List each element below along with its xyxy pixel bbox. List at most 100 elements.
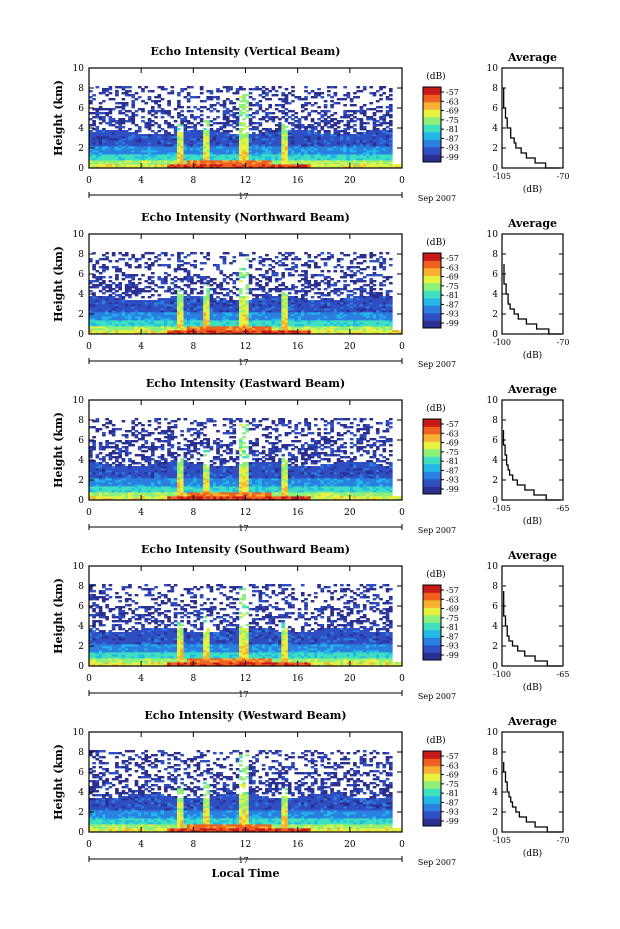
heatmap-cell (336, 142, 341, 145)
heatmap-cell (160, 156, 165, 159)
heatmap-cell (183, 154, 188, 157)
heatmap-cell (278, 138, 282, 141)
heatmap-cell (255, 282, 259, 285)
heatmap-cell (170, 126, 175, 129)
heatmap-cell (167, 132, 171, 135)
heatmap-cell (98, 162, 103, 165)
heatmap-cell (287, 130, 292, 133)
heatmap-cell (212, 146, 217, 149)
heatmap-cell (287, 252, 292, 255)
heatmap-cell (252, 98, 256, 101)
heatmap-cell (160, 144, 165, 147)
heatmap-cell (173, 144, 178, 147)
panel-title: Echo Intensity (Northward Beam) (141, 211, 350, 224)
heatmap-cell (235, 98, 240, 101)
heatmap-cell (310, 144, 315, 147)
heatmap-cell (157, 318, 162, 321)
heatmap-cell (252, 154, 256, 157)
heatmap-cell (255, 136, 259, 139)
heatmap-cell (330, 134, 334, 137)
heatmap-cell (102, 282, 106, 285)
heatmap-cell (388, 120, 393, 123)
heatmap-cell (141, 318, 145, 321)
heatmap-cell (203, 282, 207, 285)
heatmap-cell (388, 142, 393, 145)
heatmap-cell (118, 326, 122, 329)
heatmap-cell (124, 152, 129, 155)
heatmap-cell (157, 142, 162, 145)
heatmap-cell (147, 150, 152, 153)
heatmap-cell (261, 294, 266, 297)
heatmap-cell (382, 142, 387, 145)
heatmap-cell (157, 148, 162, 151)
heatmap-cell (271, 130, 276, 133)
heatmap-cell (359, 162, 364, 165)
heatmap-cell (157, 312, 162, 315)
heatmap-cell (232, 122, 237, 125)
heatmap-cell (173, 330, 178, 333)
heatmap-cell (274, 158, 279, 161)
heatmap-cell (108, 314, 113, 317)
heatmap-cell (252, 152, 256, 155)
heatmap-cell (89, 282, 93, 285)
heatmap-cell (313, 92, 318, 95)
heatmap-cell (320, 146, 325, 149)
heatmap-cell (287, 138, 292, 141)
heatmap-cell (346, 116, 351, 119)
heatmap-cell (105, 150, 109, 153)
heatmap-cell (108, 132, 113, 135)
heatmap-cell (287, 102, 292, 105)
heatmap-cell (89, 152, 93, 155)
heatmap-cell (216, 148, 220, 151)
heatmap-cell (167, 332, 171, 335)
heatmap-cell (291, 156, 295, 159)
heatmap-cell (108, 312, 113, 315)
heatmap-cell (128, 146, 132, 149)
heatmap-cell (304, 90, 308, 93)
heatmap-cell (229, 130, 233, 133)
heatmap-cell (265, 140, 269, 143)
heatmap-cell (310, 126, 315, 129)
heatmap-cell (375, 160, 380, 163)
heatmap-cell (255, 294, 259, 297)
heatmap-cell (108, 92, 113, 95)
heatmap-cell (349, 294, 354, 297)
heatmap-cell (353, 128, 357, 131)
heatmap-cell (307, 138, 312, 141)
heatmap-cell (118, 146, 122, 149)
heatmap-cell (310, 160, 315, 163)
heatmap-cell (369, 92, 374, 95)
heatmap-cell (137, 278, 142, 281)
heatmap-cell (225, 88, 230, 91)
heatmap-cell (203, 256, 207, 259)
heatmap-cell (385, 156, 390, 159)
heatmap-cell (134, 300, 139, 303)
heatmap-cell (307, 144, 312, 147)
heatmap-cell (346, 126, 351, 129)
heatmap-cell (92, 308, 96, 311)
heatmap-cell (372, 114, 377, 117)
heatmap-cell (115, 260, 119, 263)
heatmap-cell (196, 148, 201, 151)
heatmap-cell (105, 306, 109, 309)
heatmap-cell (229, 158, 233, 161)
heatmap-cell (177, 166, 181, 169)
heatmap-cell (388, 152, 393, 155)
heatmap-cell (180, 110, 184, 113)
heatmap-cell (379, 154, 383, 157)
heatmap-cell (252, 134, 256, 137)
heatmap-cell (248, 122, 253, 125)
heatmap-cell (255, 102, 259, 105)
heatmap-cell (98, 122, 103, 125)
heatmap-cell (216, 140, 220, 143)
heatmap-cell (252, 126, 256, 129)
heatmap-cell (203, 296, 207, 299)
colorbar-segment (423, 139, 441, 148)
heatmap-cell (92, 162, 96, 165)
heatmap-cell (186, 98, 191, 101)
heatmap-cell (261, 152, 266, 155)
heatmap-cell (291, 132, 295, 135)
heatmap-cell (167, 314, 171, 317)
heatmap-cell (284, 162, 289, 165)
heatmap-cell (186, 122, 191, 125)
